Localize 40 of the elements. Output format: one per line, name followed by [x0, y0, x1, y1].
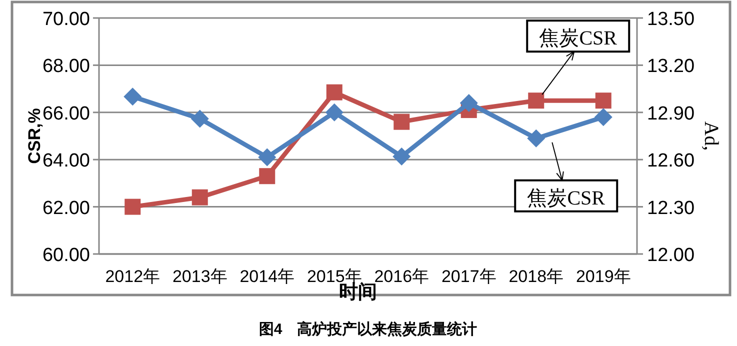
point [595, 92, 612, 109]
y2-tick-label: 13.20 [647, 56, 695, 78]
x-tick-label: 2012年 [105, 267, 160, 286]
y-tick-label: 68.00 [42, 56, 90, 78]
point [528, 92, 544, 109]
x-tick-label: 2014年 [240, 267, 295, 286]
point [594, 108, 612, 126]
y2-tick-label: 12.30 [647, 198, 695, 219]
point [325, 103, 344, 122]
y2-tick-label: 13.50 [647, 9, 695, 30]
y-axis-title: CSR,% [25, 108, 44, 164]
point [392, 147, 411, 166]
y-tick-label: 70.00 [42, 9, 90, 30]
point [124, 88, 142, 106]
point [326, 84, 342, 100]
x-tick-label: 2018年 [508, 267, 564, 286]
y2-tick-label: 12.60 [647, 150, 695, 172]
y-tick-label: 64.00 [42, 150, 90, 172]
y-tick-label: 62.00 [42, 198, 90, 219]
point [258, 148, 276, 166]
x-tick-label: 2013年 [172, 267, 228, 286]
annotation: 焦炭CSR [527, 187, 606, 210]
y2-tick-label: 12.90 [647, 103, 695, 124]
y-tick-label: 60.00 [42, 245, 90, 266]
point [192, 189, 208, 206]
point [124, 198, 141, 215]
point [190, 110, 209, 128]
y-tick-label: 66.00 [42, 103, 90, 124]
y2-tick-label: 12.00 [647, 245, 695, 266]
point [259, 168, 276, 184]
point [394, 114, 410, 130]
x-axis-title: 时间 [339, 281, 377, 303]
x-tick-label: 2019年 [576, 267, 631, 286]
y2-axis-title: Ad, [700, 121, 722, 151]
annotation: 焦炭CSR [539, 28, 618, 50]
text: 图4 高炉投产以来焦炭质量统计 [258, 320, 478, 338]
point [460, 94, 478, 112]
x-tick-label: 2016年 [374, 267, 430, 286]
point [527, 129, 546, 148]
x-tick-label: 2017年 [441, 267, 496, 286]
